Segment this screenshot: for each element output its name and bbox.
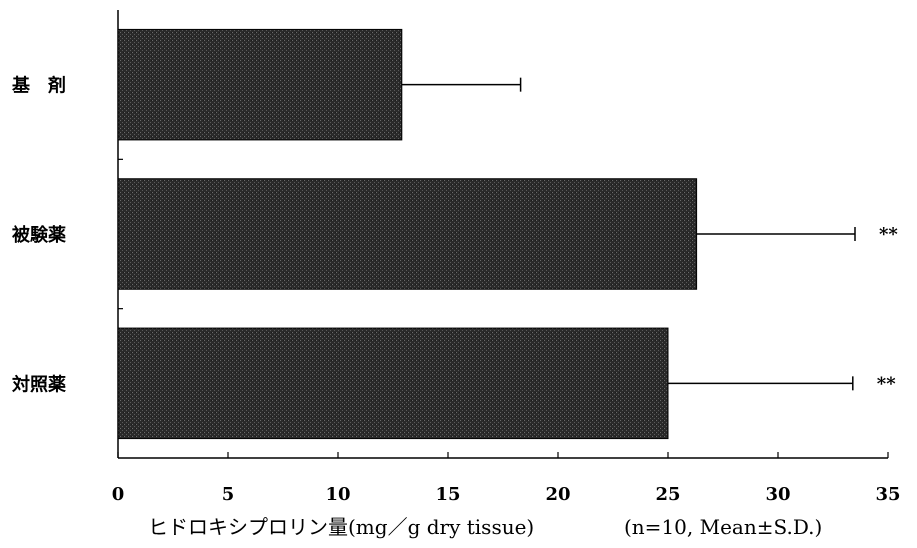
x-tick-label: 15: [435, 484, 460, 505]
bar: [117, 28, 403, 141]
significance-label: **: [879, 224, 898, 245]
x-tick-label: 0: [112, 484, 125, 505]
category-label: 対照薬: [11, 373, 66, 395]
x-tick-label: 10: [325, 484, 350, 505]
x-tick-label: 25: [655, 484, 680, 505]
x-tick-label: 35: [875, 484, 900, 505]
bars: ** **: [117, 28, 898, 440]
category-label: 基 剤: [11, 75, 66, 97]
sample-note: (n=10, Mean±S.D.): [624, 515, 822, 539]
x-tick-label: 5: [222, 484, 235, 505]
x-axis-label: ヒドロキシプロリン量(mg／g dry tissue): [148, 515, 534, 539]
x-tick-label: 20: [545, 484, 570, 505]
bar: [117, 178, 698, 290]
significance-label: **: [877, 373, 896, 394]
bar: [117, 327, 669, 440]
x-ticks: 0 5 10 15 20 25 30 35: [112, 452, 901, 505]
category-label: 被験薬: [12, 224, 66, 246]
x-tick-label: 30: [765, 484, 790, 505]
